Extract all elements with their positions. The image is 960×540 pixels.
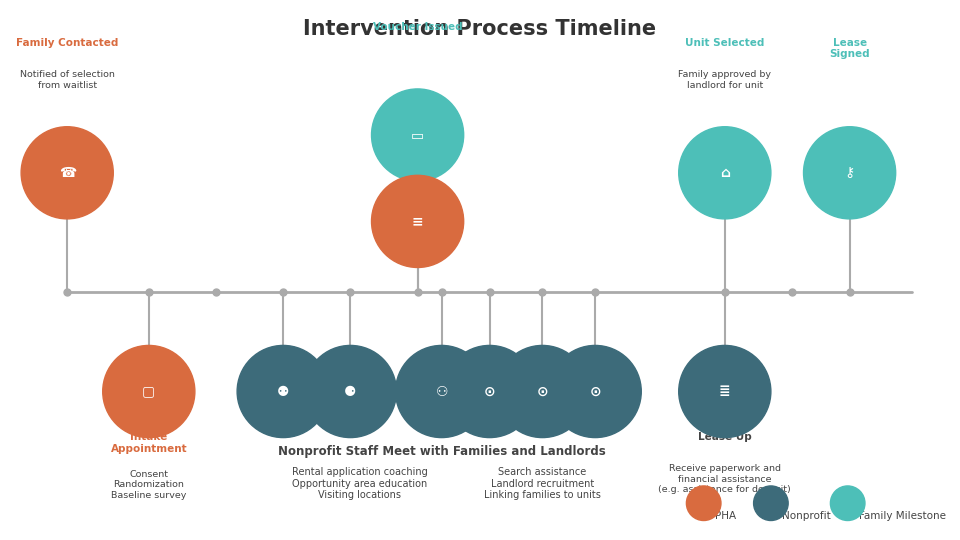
Text: ⚉: ⚉: [276, 384, 290, 399]
Ellipse shape: [830, 486, 865, 521]
Text: ⚈: ⚈: [344, 384, 357, 399]
Text: Consent
Randomization
Baseline survey: Consent Randomization Baseline survey: [111, 470, 186, 500]
Text: Search assistance
Landlord recruitment
Linking families to units: Search assistance Landlord recruitment L…: [484, 467, 601, 500]
Text: ⌂: ⌂: [720, 166, 730, 180]
Ellipse shape: [496, 346, 588, 437]
Text: ▢: ▢: [142, 384, 156, 399]
Text: Family approved by
landlord for unit: Family approved by landlord for unit: [679, 70, 771, 90]
Text: ☎: ☎: [59, 166, 76, 180]
Text: ⚇: ⚇: [435, 384, 448, 399]
Text: ⊙: ⊙: [589, 384, 601, 399]
Text: Lease
Signed: Lease Signed: [829, 38, 870, 59]
Text: Receive paperwork and
financial assistance
(e.g. assistance for deposit): Receive paperwork and financial assistan…: [659, 464, 791, 494]
Text: ≡: ≡: [412, 214, 423, 228]
Ellipse shape: [21, 127, 113, 219]
Ellipse shape: [754, 486, 788, 521]
Text: Intervention Process Timeline: Intervention Process Timeline: [303, 19, 657, 39]
Ellipse shape: [679, 346, 771, 437]
Ellipse shape: [679, 127, 771, 219]
Ellipse shape: [804, 127, 896, 219]
Text: PHA: PHA: [715, 511, 736, 521]
Text: Family Milestone: Family Milestone: [859, 511, 947, 521]
Ellipse shape: [237, 346, 329, 437]
Ellipse shape: [396, 346, 488, 437]
Ellipse shape: [444, 346, 536, 437]
Text: ▭: ▭: [411, 128, 424, 142]
Text: ⊙: ⊙: [484, 384, 495, 399]
Ellipse shape: [686, 486, 721, 521]
Text: Rental application coaching
Opportunity area education
Visiting locations: Rental application coaching Opportunity …: [292, 467, 428, 500]
Text: Nonprofit: Nonprofit: [782, 511, 831, 521]
Text: Family Contacted: Family Contacted: [16, 38, 118, 48]
Text: Unit Selected: Unit Selected: [685, 38, 764, 48]
Text: ≣: ≣: [719, 384, 731, 399]
Text: Lease Up: Lease Up: [698, 432, 752, 442]
Text: Notified of selection
from waitlist: Notified of selection from waitlist: [20, 70, 114, 90]
Ellipse shape: [549, 346, 641, 437]
Text: Intake
Appointment: Intake Appointment: [110, 432, 187, 454]
Ellipse shape: [304, 346, 396, 437]
Ellipse shape: [372, 176, 464, 267]
Text: ⊙: ⊙: [537, 384, 548, 399]
Text: Voucher Issued: Voucher Issued: [372, 22, 463, 32]
Text: ⚷: ⚷: [845, 166, 854, 180]
Text: Nonprofit Staff Meet with Families and Landlords: Nonprofit Staff Meet with Families and L…: [277, 446, 606, 458]
Ellipse shape: [103, 346, 195, 437]
Ellipse shape: [372, 89, 464, 181]
